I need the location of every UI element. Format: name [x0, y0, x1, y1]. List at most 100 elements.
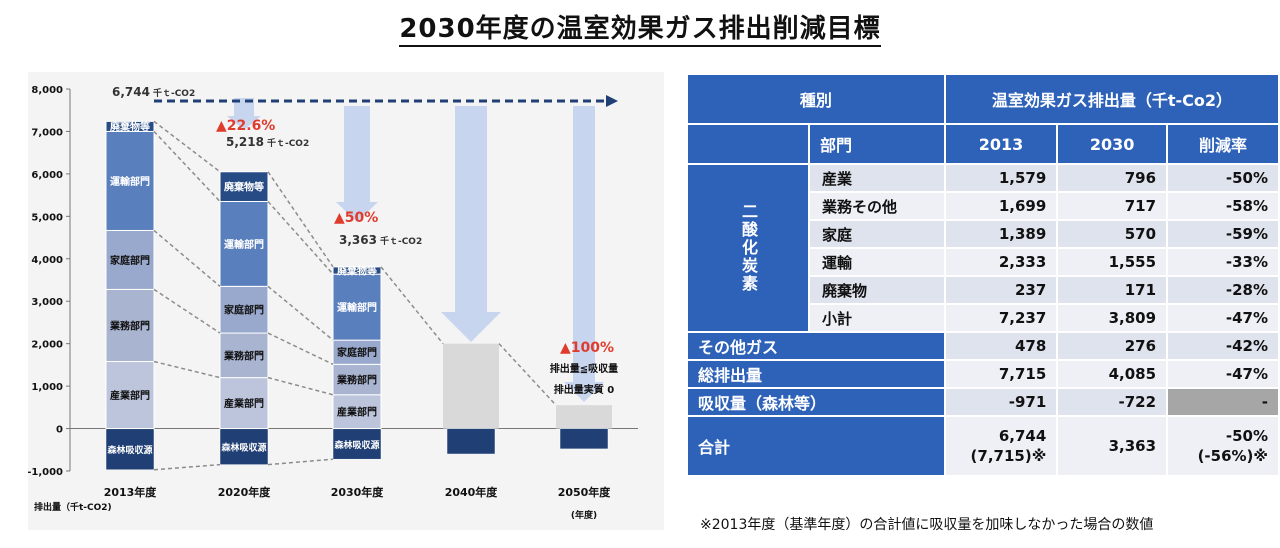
cell-2030: -722 — [1056, 387, 1169, 417]
x-axis-title: (年度) — [571, 509, 597, 521]
cell-2013: 1,389 — [943, 219, 1059, 249]
row-label: 総排出量 — [686, 359, 946, 389]
y-tick-label: 3,000 — [31, 297, 63, 308]
connector-line — [267, 332, 334, 366]
cell-2013: 7,715 — [943, 359, 1059, 389]
row-label: 廃棄物 — [808, 275, 946, 305]
annotation-2050: 排出量実質 0 — [554, 383, 614, 396]
target-arrow-head — [606, 95, 618, 107]
bar-label: 運輸部門 — [337, 301, 377, 314]
y-tick-label: -1,000 — [28, 467, 63, 478]
y-tick-label: 8,000 — [31, 85, 63, 96]
y-tick-label: 2,000 — [31, 340, 63, 351]
y-tick-label: 7,000 — [31, 127, 63, 138]
bar-label: 森林吸収源 — [107, 444, 152, 456]
row-label: 合計 — [686, 415, 946, 477]
cell-rate: -50% (-56%)※ — [1166, 415, 1280, 477]
cell-2030: 4,085 — [1056, 359, 1169, 389]
connector-line — [153, 229, 221, 287]
header-emissions: 温室効果ガス排出量（千t-Co2） — [943, 73, 1280, 125]
row-label: その他ガス — [686, 331, 946, 361]
annotation-2050: 排出量≦吸収量 — [550, 362, 618, 375]
bar-label: 廃棄物等 — [110, 120, 150, 133]
cell-2030: 3,363 — [1056, 415, 1169, 477]
emissions-table: 種別 温室効果ガス排出量（千t-Co2） 部門 2013 2030 削減率 二酸… — [686, 73, 1280, 477]
cell-rate: - — [1166, 387, 1280, 417]
cell-rate: -47% — [1166, 303, 1280, 333]
page-title: 2030年度の温室効果ガス排出削減目標 — [0, 8, 1280, 47]
cell-rate: -47% — [1166, 359, 1280, 389]
bar-label: 森林吸収源 — [221, 442, 266, 454]
connector-line — [153, 360, 221, 379]
connector-line — [267, 171, 334, 268]
bar-absorption — [332, 428, 382, 460]
connector-line — [153, 463, 221, 471]
y-tick-label: 0 — [56, 425, 63, 436]
x-tick-label: 2030年度 — [331, 485, 385, 499]
x-tick-label: 2013年度 — [104, 485, 158, 499]
y-tick-label: 4,000 — [31, 255, 63, 266]
col-rate: 削減率 — [1166, 123, 1280, 165]
connector-line — [267, 200, 334, 275]
bar-absorption — [446, 428, 496, 455]
total-label: 5,218 千ｔ-CO2 — [226, 135, 309, 149]
connector-line — [267, 376, 334, 396]
bar-label: 廃棄物等 — [337, 265, 377, 278]
co2-group-label: 二酸化炭素 — [686, 163, 810, 333]
grand-total-rate-alt: (-56%)※ — [1197, 447, 1268, 465]
cell-2013: 1,699 — [943, 191, 1059, 221]
bar-label: 運輸部門 — [110, 175, 150, 188]
connector-line — [153, 120, 221, 173]
total-unit: 千ｔ-CO2 — [153, 87, 195, 99]
cell-2030: 796 — [1056, 163, 1169, 193]
total-unit: 千ｔ-CO2 — [380, 235, 422, 247]
cell-2013: 7,237 — [943, 303, 1059, 333]
connector-line — [498, 343, 557, 406]
bar-segment — [332, 266, 382, 275]
cell-2013: -971 — [943, 387, 1059, 417]
cell-rate: -50% — [1166, 163, 1280, 193]
row-label: 業務その他 — [808, 191, 946, 221]
y-axis-title: 排出量（千t-CO2) — [34, 501, 112, 513]
total-unit: 千ｔ-CO2 — [267, 137, 309, 149]
cell-2013: 478 — [943, 331, 1059, 361]
cell-2030: 171 — [1056, 275, 1169, 305]
col-2030: 2030 — [1056, 123, 1169, 165]
cell-2030: 1,555 — [1056, 247, 1169, 277]
table-row: 吸収量（森林等） -971 -722 - — [686, 387, 1280, 417]
table-row: 業務その他 1,699 717 -58% — [687, 191, 1280, 221]
x-tick-label: 2020年度 — [218, 485, 272, 499]
col-2013: 2013 — [943, 123, 1059, 165]
reduction-arrow — [336, 106, 378, 222]
row-label: 運輸 — [808, 247, 946, 277]
bar-label: 産業部門 — [337, 406, 377, 419]
connector-line — [153, 288, 221, 334]
bar-label: 家庭部門 — [337, 346, 377, 359]
bar-segment — [219, 285, 269, 334]
header-blank — [686, 123, 810, 165]
connector-line — [153, 130, 221, 202]
table-row: 総排出量 7,715 4,085 -47% — [686, 359, 1280, 389]
bar-absorption — [559, 428, 609, 450]
cell-2030: 717 — [1056, 191, 1169, 221]
table-row: 合計 6,744 (7,715)※ 3,363 -50% (-56%)※ — [686, 415, 1280, 477]
bar-segment — [332, 339, 382, 365]
bar-label: 家庭部門 — [110, 254, 150, 267]
y-tick-label: 5,000 — [31, 212, 63, 223]
row-label: 吸収量（森林等） — [686, 387, 946, 417]
cell-rate: -59% — [1166, 219, 1280, 249]
connector-line — [267, 285, 334, 341]
y-tick-label: 1,000 — [31, 382, 63, 393]
cell-2030: 570 — [1056, 219, 1169, 249]
table-row: 運輸 2,333 1,555 -33% — [687, 247, 1280, 277]
reduction-arrow — [227, 98, 261, 130]
bar-label: 業務部門 — [336, 374, 377, 387]
footnote: ※2013年度（基準年度）の合計値に吸収量を加味しなかった場合の数値 — [700, 517, 1154, 533]
table-row: その他ガス 478 276 -42% — [686, 331, 1280, 361]
cell-2013: 1,579 — [943, 163, 1059, 193]
reduction-arrow — [441, 106, 501, 342]
emissions-chart: -1,000 0 1,000 2,000 3,000 4,000 5,000 6,000 7,0… — [28, 72, 664, 530]
reduction-label: ▲50% — [334, 210, 378, 226]
grand-total-rate: -50% — [1225, 427, 1268, 445]
bar-label: 森林吸収源 — [334, 439, 379, 451]
